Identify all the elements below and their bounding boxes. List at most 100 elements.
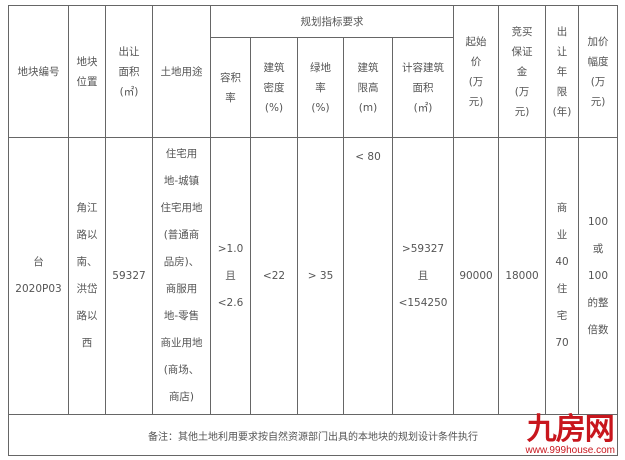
header-location: 地块 位置 [68,5,106,138]
watermark-logo-text: 九房网 [526,412,615,447]
cell-line: 土地用途 [160,65,203,78]
cell-line: 限 [556,85,568,98]
cell-line: 业 [556,229,568,241]
cell-line: 容积 [220,71,241,84]
cell-line: (万 [514,85,530,98]
header-plot-no: 地块编号 [8,5,69,138]
cell-line: 面积 [412,81,434,94]
note: 备注：其他土地利用要求按自然资源部门出具的本地块的规划设计条件执行 [7,414,619,456]
cell-line: 台 [33,256,44,268]
cell-line: < 80 [355,151,381,163]
cell-line: 或 [592,242,604,255]
cell-line: 2020P03 [15,283,62,295]
cell-line: 元) [590,95,606,108]
cell-line: 西 [81,337,93,349]
cell-line: (年) [552,105,572,118]
cell-green-ratio: > 35 [297,137,344,415]
cell-line: 计容建筑 [402,61,444,74]
cell-land-use: 住宅用 地-城镇 住宅用地 (普通商 品房)、 商服用 地-零售 商业用地 (商场、 商店) [152,137,211,415]
cell-line: 100 [587,215,609,228]
header-building-density: 建筑 密度 (%) [250,37,298,138]
cell-line: 40 [555,256,569,268]
cell-line: 出 [556,25,568,38]
cell-line: 建筑 [263,61,285,74]
cell-line: 金 [516,65,528,78]
cell-increment: 100 或 100 的整倍数 [578,137,619,415]
cell-plot-no: 台 2020P03 [8,137,69,415]
cell-line: 率 [315,81,326,94]
cell-line: 年 [556,65,568,78]
cell-line: (万 [590,75,606,88]
cell-building-density: <22 [250,137,298,415]
header-height-limit: 建筑限高 (m) [343,37,393,138]
cell-line: 住 [556,283,568,295]
cell-deposit: 18000 [498,137,547,415]
cell-line: 加价 [587,35,609,48]
land-auction-table: 地块编号 地块 位置 出让 面积 (㎡) 土地用途 规划指标要求 起始价 (万 元) 竞买… [7,5,619,456]
cell-line: 出让 [118,45,140,58]
cell-line: 密度 [263,81,285,94]
cell-line: 地块 [76,55,98,68]
cell-line: 保证 [511,45,533,58]
header-start-price: 起始价 (万 元) [453,5,500,138]
cell-line: 商 [556,202,568,214]
watermark-logo: 九房网 www.999house.com [526,414,616,456]
cell-line: <2.6 [217,296,244,309]
watermark-url: www.999house.com [525,445,616,456]
header-green-ratio: 绿地率 (%) [297,37,344,138]
cell-line: > 35 [307,269,334,282]
cell-line: 让 [556,45,568,58]
cell-gfa: >59327 且 <154250 [391,137,455,415]
cell-line: (%) [311,101,330,114]
cell-term: 商业 40 住宅 70 [545,137,580,415]
cell-line: 住宅用地 [160,202,203,214]
cell-line: (万 [468,75,484,88]
cell-line: <22 [262,269,286,282]
cell-line: 建筑 [357,61,379,74]
cell-area: 59327 [105,137,153,415]
cell-line: 100 [587,269,609,282]
cell-line: 路以 [76,229,98,241]
cell-location: 角江 路以 南、 洪岱 路以西 [68,137,106,415]
header-far: 容积率 [210,37,251,138]
cell-line: 倍数 [587,323,609,336]
cell-line: 幅度 [587,55,609,68]
cell-line: 位置 [76,75,98,88]
cell-height-limit: < 80 [343,137,393,415]
header-deposit: 竞买 保证金 (万 元) [498,5,547,138]
cell-line: 地-零售 [163,310,200,322]
cell-line: 面积 [118,65,140,78]
cell-line: 路以 [76,310,98,322]
header-land-use: 土地用途 [152,5,211,138]
cell-line: 且 [225,269,236,282]
cell-line: >1.0 [217,242,244,255]
cell-line: >59327 [401,242,445,255]
cell-line: (㎡) [413,101,433,114]
cell-start-price: 90000 [453,137,500,415]
header-gfa: 计容建筑面积 (㎡) [391,37,455,138]
cell-line: 59327 [112,269,146,282]
cell-line: 南、 [76,256,98,268]
cell-line: 地-城镇 [163,175,200,187]
cell-line: 价 [470,55,482,68]
cell-line: 的整 [587,296,609,309]
cell-line: (m) [358,101,378,114]
cell-line: 绿地 [310,61,331,74]
cell-line: 且 [417,269,429,282]
cell-line: 70 [555,337,569,349]
cell-line: 角江 [76,202,98,214]
cell-line: 18000 [505,269,539,282]
cell-line: 品房)、 [163,256,200,268]
cell-line: 竞买 [511,25,533,38]
cell-far: >1.0 且 <2.6 [210,137,251,415]
cell-line: 洪岱 [76,283,98,295]
cell-line: 宅 [556,310,568,322]
cell-line: (商场、 [163,364,200,376]
cell-line: 限高 [357,81,379,94]
cell-line: 住宅用 [165,148,198,160]
cell-line: <154250 [398,296,448,309]
cell-line: 90000 [459,269,493,282]
cell-line: 率 [225,91,236,104]
cell-line: 商服用 [165,283,198,295]
header-planning-group: 规划指标要求 [209,5,455,38]
